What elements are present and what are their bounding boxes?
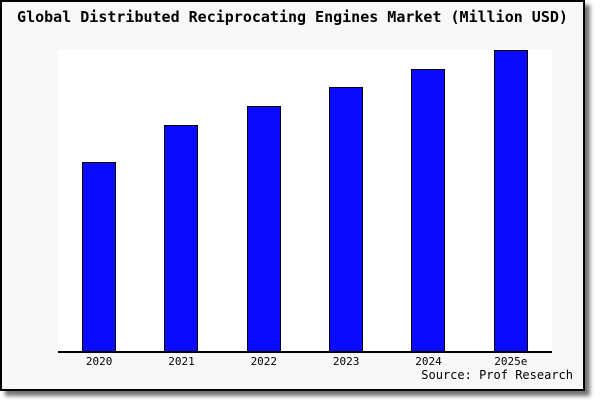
bar-slot [223, 49, 305, 351]
x-tick-label-2020: 2020 [85, 355, 113, 368]
x-tick-label-2021: 2021 [168, 355, 195, 368]
bar-2024 [411, 68, 446, 351]
bar-2021 [164, 124, 199, 351]
bar-slot [470, 49, 552, 351]
bars-container [58, 49, 552, 351]
x-tick-label-2024: 2024 [415, 355, 442, 368]
chart-card: Global Distributed Reciprocating Engines… [0, 0, 585, 391]
bar-slot [58, 49, 140, 351]
x-tick-label-2022: 2022 [250, 355, 278, 368]
plot-area [58, 49, 552, 353]
x-axis-labels: 2020 2021 2022 2023 2024 2025e [58, 355, 552, 369]
chart-title: Global Distributed Reciprocating Engines… [17, 8, 568, 26]
bar-slot [140, 49, 222, 351]
x-tick-label-2023: 2023 [332, 355, 360, 368]
bar-2025e [493, 49, 528, 351]
bar-2020 [82, 161, 117, 351]
source-text: Source: Prof Research [421, 368, 573, 382]
bar-2022 [246, 105, 281, 351]
bar-slot [305, 49, 387, 351]
bar-slot [387, 49, 469, 351]
bar-2023 [329, 86, 364, 351]
x-tick-label-2025e: 2025e [494, 355, 528, 368]
